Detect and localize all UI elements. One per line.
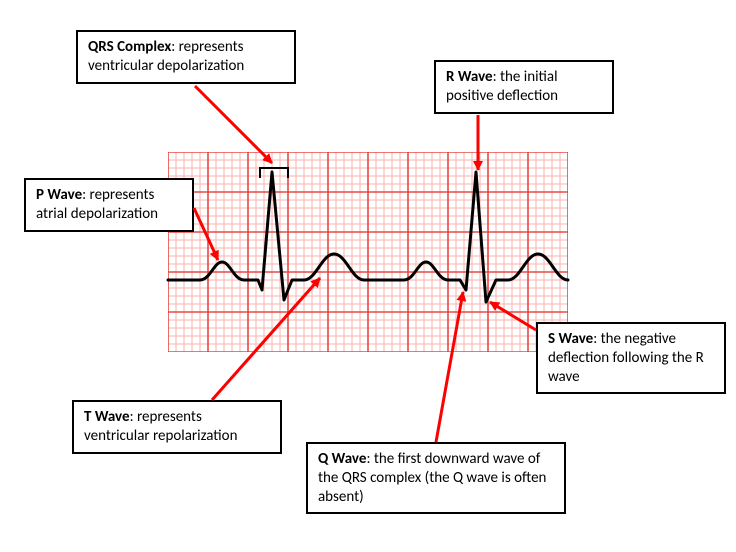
callout-s-title: S Wave (548, 330, 593, 348)
callout-r: R Wave: the initial positive deflection (434, 60, 614, 114)
callout-t: T Wave: represents ventricular repolariz… (72, 400, 282, 454)
callout-qrs-title: QRS Complex (88, 38, 171, 56)
ecg-grid (168, 152, 568, 352)
callout-q-title: Q Wave (318, 450, 366, 468)
callout-p-title: P Wave (36, 186, 82, 204)
callout-r-title: R Wave (446, 68, 493, 86)
ecg-diagram: QRS Complex: represents ventricular depo… (0, 0, 736, 552)
callout-q: Q Wave: the first downward wave of the Q… (306, 442, 566, 514)
callout-p: P Wave: represents atrial depolarization (24, 178, 194, 232)
callout-t-title: T Wave (84, 408, 130, 426)
callout-qrs: QRS Complex: represents ventricular depo… (76, 30, 296, 84)
callout-s: S Wave: the negative deflection followin… (536, 322, 726, 394)
